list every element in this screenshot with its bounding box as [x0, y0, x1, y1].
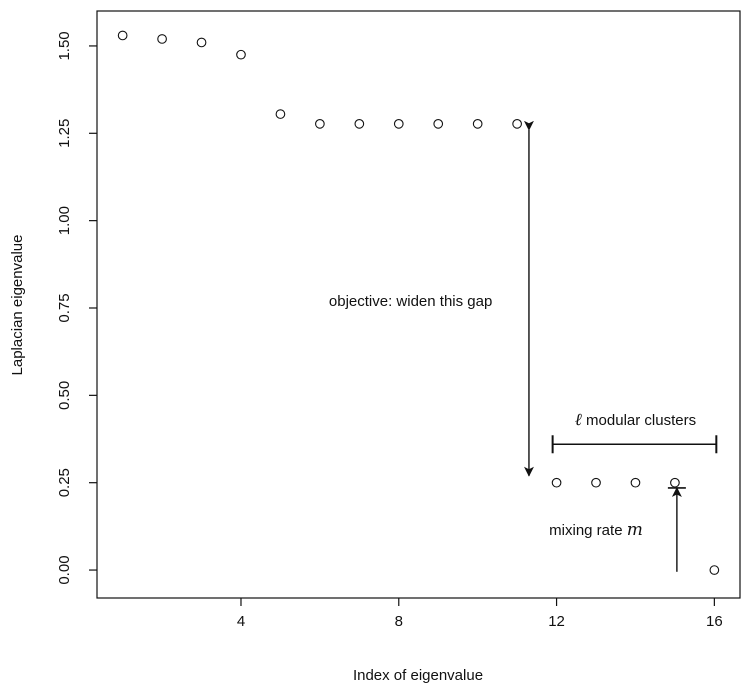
x-axis: 4 8 12 16 [237, 598, 723, 630]
mixing-annotation: mixing rate m [549, 520, 643, 540]
data-point [709, 565, 720, 575]
data-point [512, 119, 522, 129]
data-point [551, 477, 562, 488]
y-tick-label: 0.25 [56, 468, 73, 497]
y-tick-label: 0.50 [56, 381, 73, 410]
y-tick-label: 1.50 [56, 31, 73, 60]
gap-annotation: objective: widen this gap [329, 293, 492, 310]
data-point [354, 119, 365, 129]
data-point [393, 119, 404, 129]
x-tick-label: 16 [706, 613, 723, 630]
x-tick-label: 12 [548, 613, 565, 630]
plot-frame [96, 10, 741, 599]
data-point [472, 119, 483, 129]
x-tick-label: 4 [237, 613, 245, 630]
data-point [196, 37, 207, 48]
y-tick-label: 0.00 [56, 555, 73, 584]
x-tick-label: 8 [395, 613, 403, 630]
data-point [630, 477, 641, 488]
data-point [157, 34, 167, 44]
data-point [433, 119, 444, 129]
cluster-annotation: ℓ modular clusters [575, 410, 696, 430]
data-point [275, 109, 286, 119]
data-point [670, 477, 680, 488]
y-tick-label: 1.00 [56, 206, 73, 235]
data-point [117, 30, 128, 41]
data-point [315, 119, 325, 129]
y-tick-label: 0.75 [56, 293, 73, 322]
data-point [591, 477, 601, 488]
y-axis-label: Laplacian eigenvalue [9, 235, 26, 376]
annotations: objective: widen this gap ℓ modular clust… [329, 120, 718, 572]
y-axis: 0.00 0.25 0.50 0.75 1.00 1.25 1.50 [56, 31, 97, 585]
data-point [236, 49, 246, 60]
y-tick-label: 1.25 [56, 119, 73, 148]
x-axis-label: Index of eigenvalue [353, 667, 483, 684]
data-points [117, 30, 720, 575]
